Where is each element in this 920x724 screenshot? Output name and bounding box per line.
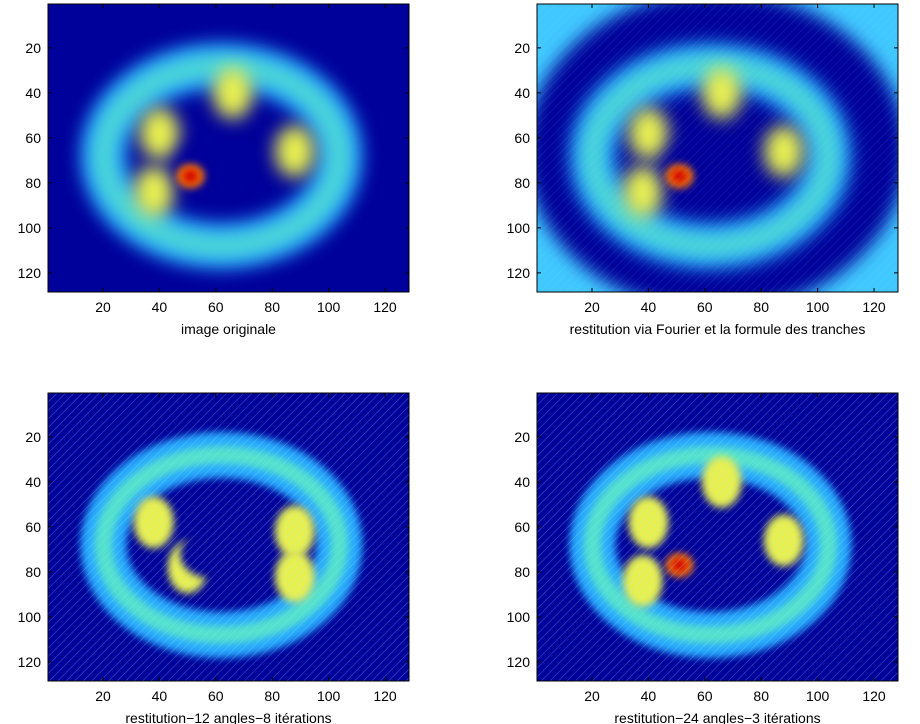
x-axis-label: restitution−12 angles−8 itérations	[125, 710, 331, 724]
y-tick-label: 80	[514, 175, 530, 191]
x-tick-label: 80	[264, 299, 280, 315]
x-tick-label: 20	[95, 688, 111, 704]
x-axis-label: image originale	[181, 321, 276, 337]
subplot: 20 40 60 80 100 120 20 40 60 80 100 120 restitution …	[507, 3, 899, 337]
y-tick-label: 20	[514, 429, 530, 445]
x-tick-label: 60	[697, 299, 713, 315]
image	[537, 4, 898, 292]
axes-frame	[47, 3, 410, 293]
y-tick-label: 40	[25, 474, 41, 490]
image-content	[537, 4, 898, 292]
x-tick-label: 40	[641, 688, 657, 704]
y-tick-label: 60	[514, 130, 530, 146]
subplot: 20 40 60 80 100 120 20 40 60 80 100 120 restitution−…	[507, 392, 899, 724]
x-tick-label: 120	[862, 688, 886, 704]
y-tick-label: 20	[514, 40, 530, 56]
y-tick-label: 100	[507, 609, 531, 625]
y-tick-label: 80	[25, 175, 41, 191]
x-tick-label: 80	[264, 688, 280, 704]
image-content	[48, 393, 409, 681]
x-tick-label: 40	[641, 299, 657, 315]
y-tick-label: 40	[514, 85, 530, 101]
y-tick-label: 60	[25, 519, 41, 535]
x-tick-label: 120	[862, 299, 886, 315]
axes-frame	[536, 3, 899, 293]
image-content	[80, 42, 363, 269]
x-tick-label: 20	[584, 299, 600, 315]
y-tick-label: 100	[18, 220, 42, 236]
x-tick-label: 40	[152, 299, 168, 315]
x-tick-label: 100	[806, 688, 830, 704]
y-tick-label: 120	[507, 654, 531, 670]
x-tick-label: 60	[697, 688, 713, 704]
image	[48, 393, 409, 681]
x-tick-label: 120	[373, 299, 397, 315]
y-tick-label: 40	[514, 474, 530, 490]
y-tick-label: 60	[514, 519, 530, 535]
axes-frame	[47, 392, 410, 682]
x-axis-label: restitution−24 angles−3 itérations	[614, 710, 820, 724]
image	[537, 393, 898, 681]
y-tick-label: 20	[25, 429, 41, 445]
x-tick-label: 20	[584, 688, 600, 704]
y-tick-label: 100	[507, 220, 531, 236]
y-tick-label: 60	[25, 130, 41, 146]
x-tick-label: 100	[317, 688, 341, 704]
y-tick-label: 100	[18, 609, 42, 625]
x-axis-label: restitution via Fourier et la formule de…	[570, 321, 866, 337]
axes-frame	[536, 392, 899, 682]
x-tick-label: 40	[152, 688, 168, 704]
x-tick-label: 20	[95, 299, 111, 315]
y-tick-label: 80	[514, 564, 530, 580]
y-tick-label: 80	[25, 564, 41, 580]
x-tick-label: 100	[806, 299, 830, 315]
subplot: 20 40 60 80 100 120 20 40 60 80 100 120 restitution−…	[18, 392, 410, 724]
x-tick-label: 80	[753, 299, 769, 315]
image	[48, 4, 409, 292]
y-tick-label: 120	[507, 265, 531, 281]
x-tick-label: 60	[208, 299, 224, 315]
y-tick-label: 40	[25, 85, 41, 101]
image-content	[537, 393, 898, 681]
x-tick-label: 60	[208, 688, 224, 704]
y-tick-label: 120	[18, 265, 42, 281]
x-tick-label: 100	[317, 299, 341, 315]
x-tick-label: 80	[753, 688, 769, 704]
y-tick-label: 20	[25, 40, 41, 56]
subplot: 20 40 60 80 100 120 20 40 60 80 100 120 image origin…	[18, 3, 410, 337]
y-tick-label: 120	[18, 654, 42, 670]
x-tick-label: 120	[373, 688, 397, 704]
